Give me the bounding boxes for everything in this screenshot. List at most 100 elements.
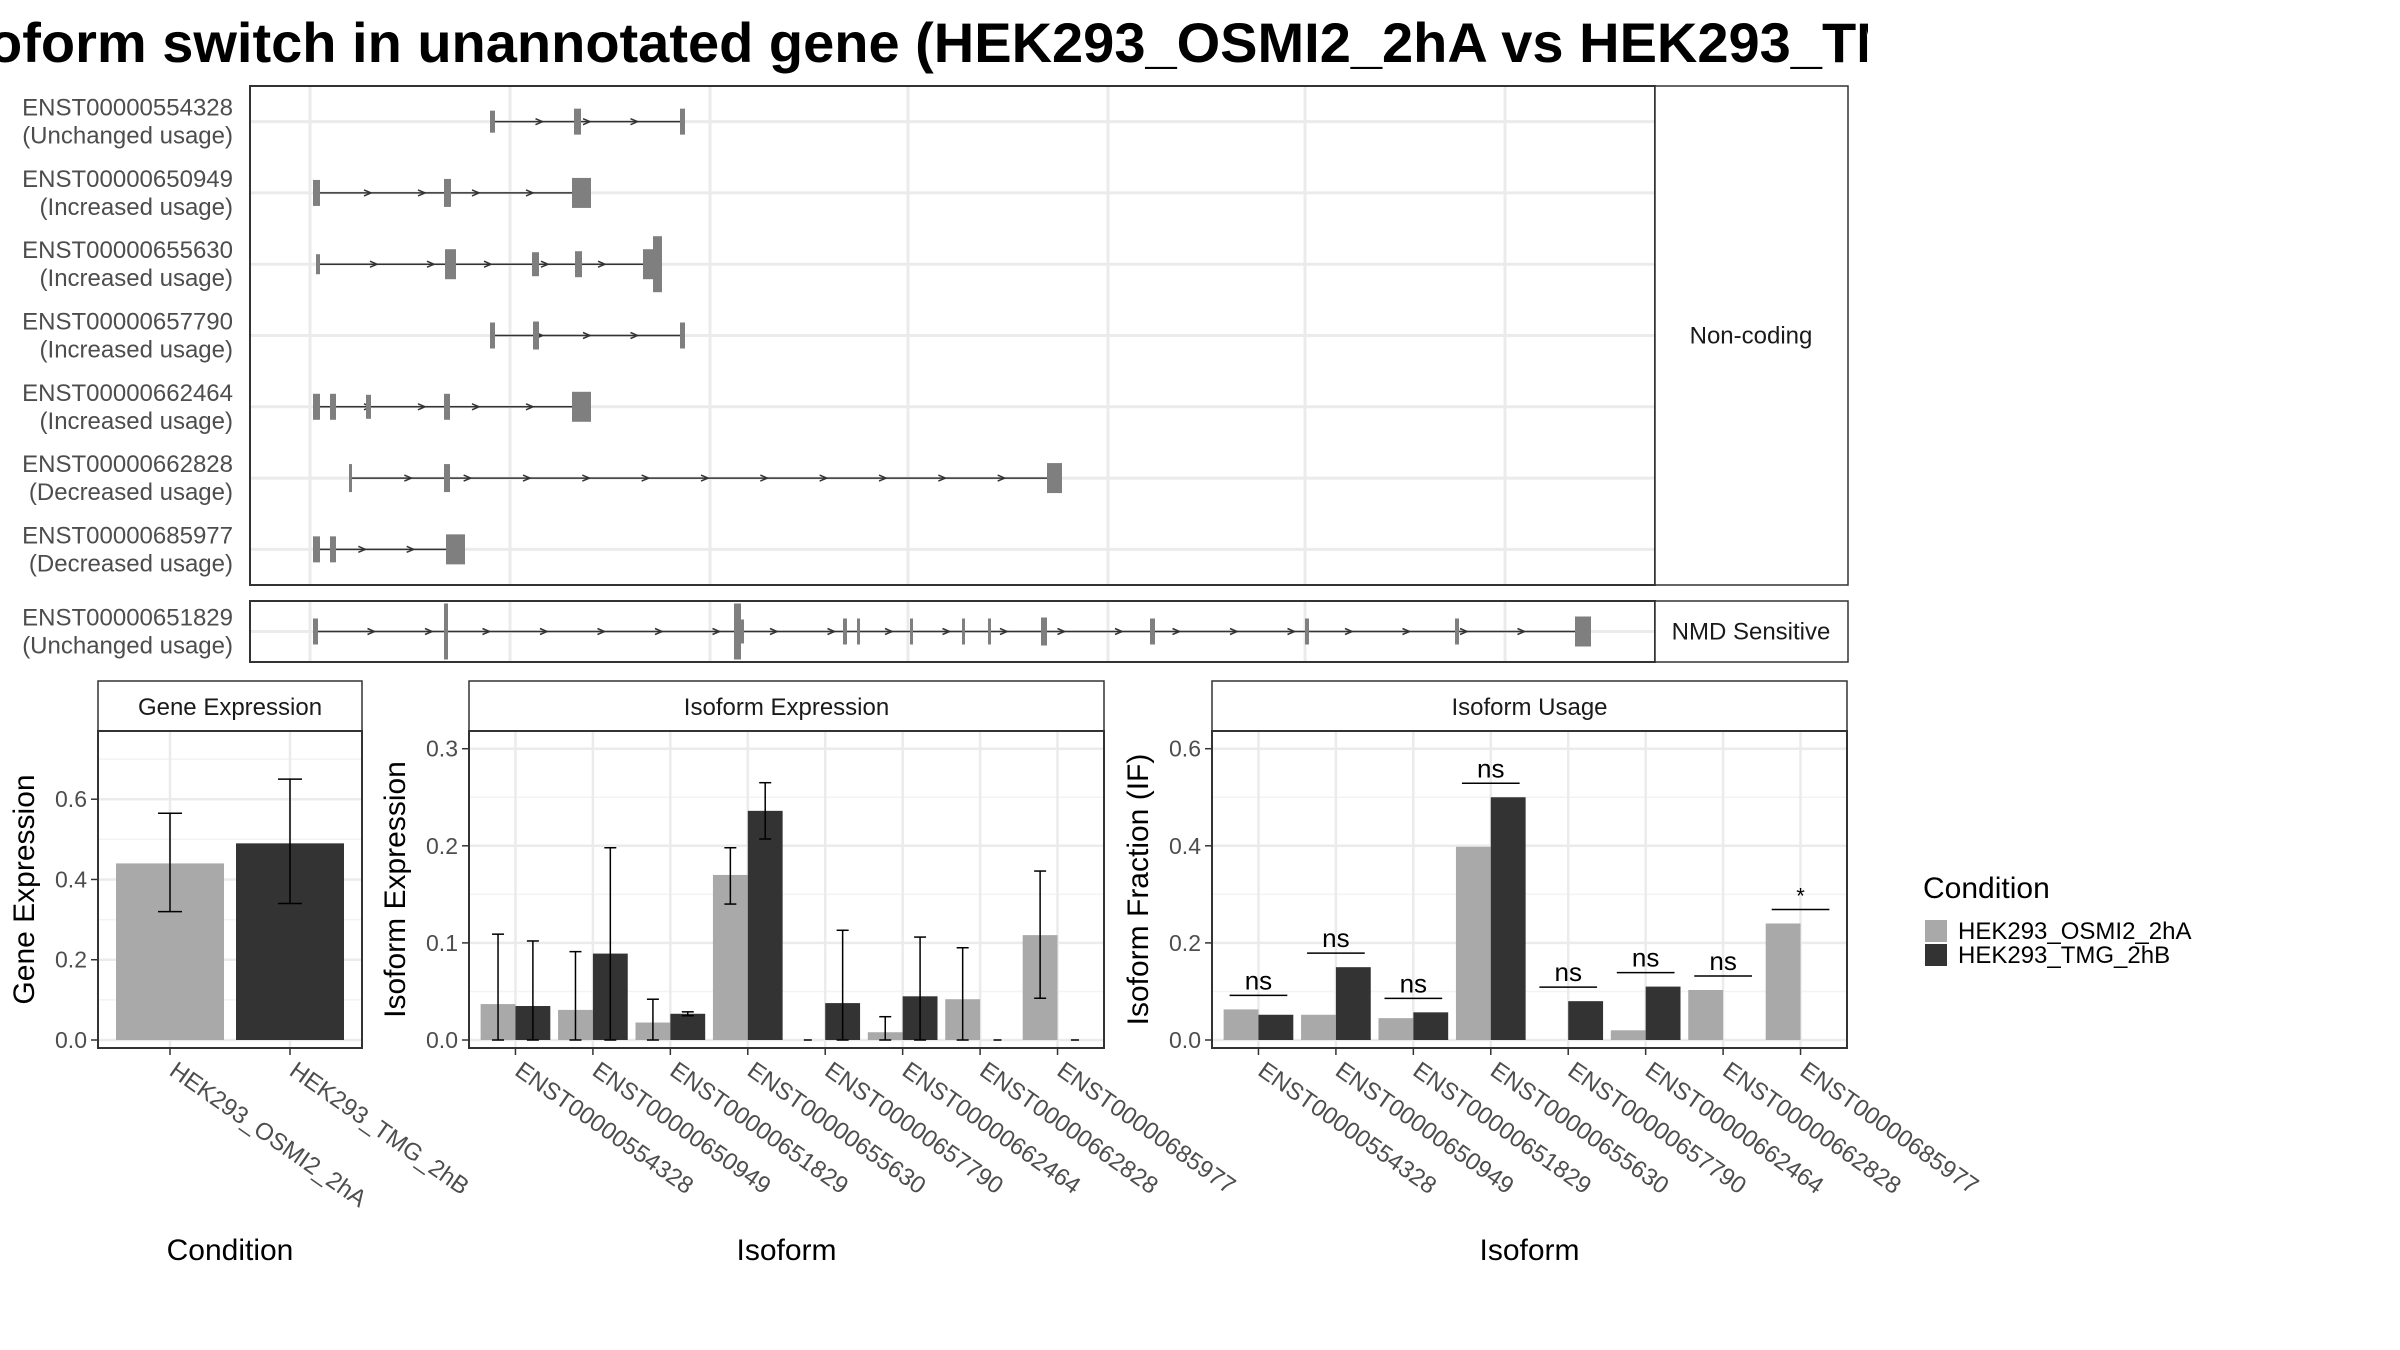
- strand-arrow: [942, 627, 952, 636]
- x-tick-label: HEK293_OSMI2_2hA: [165, 1057, 372, 1213]
- strand-arrow: [406, 545, 416, 554]
- exon: [313, 179, 320, 206]
- noncoding-panel-strip: [1654, 85, 1849, 586]
- strand-arrow: [1344, 627, 1354, 636]
- exon: [444, 393, 450, 420]
- transcript-id-label: ENST00000685977: [22, 522, 233, 549]
- exon: [734, 603, 741, 660]
- exon: [1575, 616, 1591, 647]
- strand-arrow: [535, 117, 545, 126]
- nmd-panel-strip-label: NMD Sensitive: [1672, 619, 1831, 646]
- transcript-model-ENST00000657790: [490, 321, 685, 350]
- exon: [1305, 618, 1309, 645]
- y-tick-label: 0.0: [1169, 1027, 1201, 1053]
- transcript-usage-label: (Unchanged usage): [22, 123, 233, 150]
- exon: [444, 464, 450, 493]
- nmd-panel-strip: [1654, 600, 1849, 663]
- strand-arrow: [1229, 627, 1239, 636]
- plot-bg: [469, 731, 1104, 1048]
- strand-arrow: [1057, 627, 1067, 636]
- y-tick-label: 0.6: [1169, 736, 1201, 762]
- bar-HEK293_TMG_2hB-ENST00000650949: [1335, 967, 1371, 1040]
- strand-arrow: [700, 474, 710, 482]
- exon: [1150, 618, 1155, 645]
- exon: [572, 391, 591, 422]
- exon: [1041, 617, 1047, 646]
- strand-arrow: [1172, 627, 1182, 636]
- strand-arrow: [582, 117, 592, 126]
- exon: [444, 603, 448, 660]
- exon: [316, 254, 320, 275]
- legend-swatch: [1925, 944, 1947, 966]
- exon: [533, 321, 539, 350]
- bar-HEK293_OSMI2_2hA-ENST00000650949: [1301, 1014, 1336, 1040]
- transcript-model-ENST00000651829: [313, 603, 1591, 660]
- strand-arrow: [426, 260, 436, 268]
- strand-arrow: [597, 260, 607, 268]
- strand-arrow: [654, 627, 664, 636]
- facet-strip: [1211, 680, 1848, 732]
- y-axis-title: Isoform Expression: [379, 761, 412, 1018]
- strand-arrow: [630, 331, 640, 340]
- strand-arrow: [463, 474, 473, 482]
- transcript-id-label: ENST00000657790: [22, 309, 233, 336]
- bar-HEK293_OSMI2_2hA-ENST00000554328: [1223, 1009, 1259, 1040]
- exon: [680, 322, 685, 349]
- legend-title: Condition: [1923, 872, 2050, 905]
- transcript-id-label: ENST00000662828: [22, 451, 233, 478]
- y-tick-label: 0.0: [426, 1027, 458, 1053]
- strand-arrow: [539, 627, 549, 636]
- transcript-model-ENST00000655630: [316, 236, 662, 293]
- exon: [653, 236, 662, 293]
- exon: [490, 110, 495, 133]
- strand-arrow: [582, 474, 592, 482]
- figure-title: oform switch in unannotated gene (HEK293…: [0, 11, 1868, 74]
- strand-arrow: [404, 474, 414, 482]
- strand-arrow: [369, 260, 379, 268]
- significance-label: ns: [1400, 968, 1427, 998]
- strand-arrow: [769, 627, 779, 636]
- strand-arrow: [1517, 627, 1527, 636]
- exon: [313, 536, 320, 563]
- transcript-usage-label: (Decreased usage): [29, 479, 233, 506]
- strand-arrow: [1287, 627, 1297, 636]
- strand-arrow: [827, 627, 837, 636]
- transcript-model-ENST00000650949: [313, 177, 591, 208]
- strand-arrow: [712, 627, 722, 636]
- y-tick-label: 0.6: [55, 786, 87, 812]
- y-tick-label: 0.2: [1169, 930, 1201, 956]
- transcript-usage-label: (Increased usage): [40, 194, 233, 221]
- exon: [330, 393, 336, 420]
- exon: [843, 618, 847, 645]
- facet-strip: [97, 680, 363, 732]
- exon: [643, 249, 655, 280]
- strand-arrow: [424, 627, 434, 636]
- exon: [1455, 618, 1459, 645]
- facet-title: Isoform Usage: [1451, 694, 1607, 721]
- chart-2: Isoform Usage 0.0 0.2 0.4 0.6 ns ns ns ns ns ns ns *…: [1122, 680, 1983, 1267]
- strand-arrow: [938, 474, 948, 482]
- transcript-usage-label: (Increased usage): [40, 265, 233, 292]
- strand-arrow: [760, 474, 770, 482]
- significance-label: ns: [1709, 946, 1736, 976]
- x-axis-title: Isoform: [1479, 1234, 1579, 1267]
- exon: [575, 251, 582, 278]
- transcript-id-label: ENST00000650949: [22, 166, 233, 193]
- bar-HEK293_TMG_2hB-ENST00000655630: [747, 810, 783, 1040]
- exon: [313, 393, 320, 420]
- significance-label: ns: [1322, 923, 1349, 953]
- transcript-id-label: ENST00000554328: [22, 95, 233, 122]
- exon: [330, 536, 336, 563]
- exon: [349, 464, 352, 493]
- y-tick-label: 0.4: [1169, 833, 1201, 859]
- significance-label: ns: [1632, 943, 1659, 973]
- exon: [574, 108, 581, 135]
- bar-HEK293_OSMI2_2hA-ENST00000662828: [1688, 989, 1724, 1040]
- exon: [857, 618, 860, 645]
- bar-HEK293_TMG_2hB-ENST00000655630: [1490, 797, 1526, 1040]
- y-axis-title: Isoform Fraction (IF): [1122, 754, 1155, 1026]
- significance-label: *: [1796, 883, 1805, 908]
- strand-arrow: [582, 331, 592, 340]
